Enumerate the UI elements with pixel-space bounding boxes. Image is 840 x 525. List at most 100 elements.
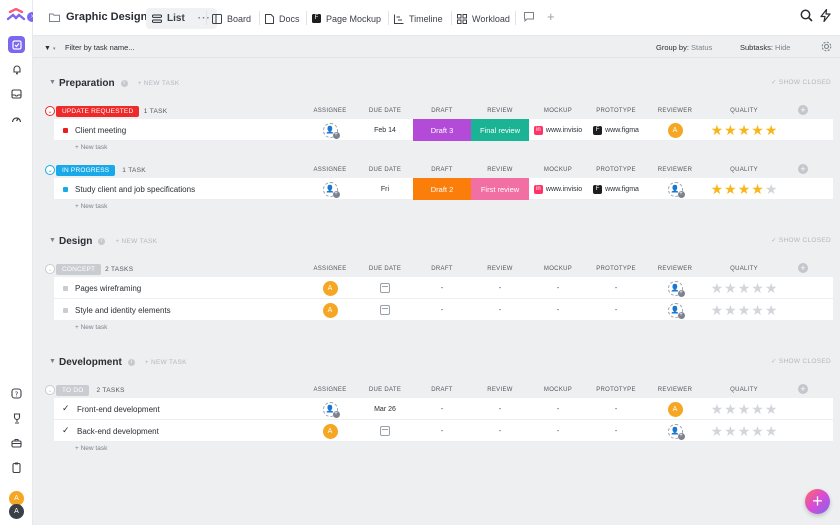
draft-cell[interactable]: Draft 3 bbox=[413, 119, 471, 141]
reviewer-cell[interactable]: 👤 + bbox=[654, 299, 696, 321]
help-icon[interactable]: ? bbox=[8, 385, 25, 402]
info-icon[interactable]: i bbox=[98, 237, 106, 245]
unassigned-user-icon[interactable]: 👤 + bbox=[667, 423, 685, 440]
column-header-review[interactable]: REVIEW bbox=[487, 108, 513, 114]
new-task-button[interactable]: + New task bbox=[75, 324, 108, 331]
quality-cell[interactable]: ★ ★ ★ ★ ★ bbox=[704, 119, 784, 141]
star-icon[interactable]: ★ bbox=[751, 302, 764, 318]
tab-list[interactable]: List ··· bbox=[146, 8, 217, 29]
add-column-icon[interactable]: + bbox=[798, 384, 808, 394]
tab-workload[interactable]: Workload bbox=[451, 8, 516, 29]
column-header-assignee[interactable]: ASSIGNEE bbox=[313, 387, 347, 393]
task-name[interactable]: Front-end development bbox=[77, 405, 160, 414]
assignee-cell[interactable]: A bbox=[309, 299, 351, 321]
quality-cell[interactable]: ★ ★ ★ ★ ★ bbox=[704, 178, 784, 200]
star-icon[interactable]: ★ bbox=[724, 401, 737, 417]
column-header-due-date[interactable]: DUE DATE bbox=[368, 167, 402, 173]
star-icon[interactable]: ★ bbox=[737, 181, 751, 197]
section-title[interactable]: Design bbox=[59, 235, 93, 247]
star-icon[interactable]: ★ bbox=[737, 302, 751, 318]
new-task-button[interactable]: + New task bbox=[75, 144, 108, 151]
star-icon[interactable]: ★ bbox=[710, 423, 724, 439]
subtasks-dropdown[interactable]: Subtasks: Hide bbox=[740, 43, 790, 52]
add-column-icon[interactable]: + bbox=[798, 105, 808, 115]
column-header-review[interactable]: REVIEW bbox=[487, 167, 513, 173]
star-icon[interactable]: ★ bbox=[710, 401, 724, 417]
column-header-quality[interactable]: QUALITY bbox=[730, 108, 758, 114]
collapse-caret-icon[interactable]: ▼ bbox=[49, 237, 56, 244]
assignee-cell[interactable]: 👤 + bbox=[309, 398, 351, 420]
workspace-title[interactable]: Graphic Design bbox=[49, 11, 147, 23]
due-date-cell[interactable]: Fri bbox=[360, 178, 410, 200]
show-closed-button[interactable]: ✓ SHOW CLOSED bbox=[771, 79, 831, 86]
unassigned-user-icon[interactable]: 👤 + bbox=[667, 181, 685, 198]
task-name[interactable]: Back-end development bbox=[77, 427, 159, 436]
status-badge[interactable]: CONCEPT bbox=[56, 264, 102, 275]
column-header-assignee[interactable]: ASSIGNEE bbox=[313, 167, 347, 173]
avatar[interactable]: A bbox=[667, 401, 683, 417]
column-header-due-date[interactable]: DUE DATE bbox=[368, 387, 402, 393]
status-square-icon[interactable] bbox=[63, 308, 68, 313]
star-icon[interactable]: ★ bbox=[751, 280, 764, 296]
info-icon[interactable]: i bbox=[127, 358, 135, 366]
user-avatar[interactable]: A bbox=[9, 491, 24, 506]
column-header-reviewer[interactable]: REVIEWER bbox=[657, 167, 693, 173]
tab-board[interactable]: Board bbox=[206, 8, 257, 29]
star-icon[interactable]: ★ bbox=[710, 181, 724, 197]
star-icon[interactable]: ★ bbox=[751, 401, 764, 417]
tasks-icon[interactable] bbox=[8, 36, 25, 53]
quality-rating[interactable]: ★ ★ ★ ★ ★ bbox=[711, 424, 778, 438]
prototype-cell[interactable]: - bbox=[587, 299, 645, 321]
status-square-icon[interactable] bbox=[63, 128, 68, 133]
star-icon[interactable]: ★ bbox=[710, 280, 724, 296]
unassigned-user-icon[interactable]: 👤 + bbox=[667, 302, 685, 319]
column-header-due-date[interactable]: DUE DATE bbox=[368, 266, 402, 272]
mockup-link[interactable]: in www.invisio bbox=[533, 184, 582, 194]
assignee-cell[interactable]: A bbox=[309, 420, 351, 442]
quality-rating[interactable]: ★ ★ ★ ★ ★ bbox=[711, 123, 778, 137]
new-task-button[interactable]: + New task bbox=[75, 445, 108, 452]
checkmark-icon[interactable]: ✓ bbox=[62, 403, 70, 413]
filter-dropdown[interactable]: ▼ ▾ bbox=[44, 43, 56, 52]
column-header-reviewer[interactable]: REVIEWER bbox=[657, 266, 693, 272]
star-icon[interactable]: ★ bbox=[724, 302, 737, 318]
more-options-icon[interactable]: ··· bbox=[197, 13, 211, 24]
column-header-review[interactable]: REVIEW bbox=[487, 266, 513, 272]
tab-timeline[interactable]: Timeline bbox=[388, 8, 449, 29]
tab-docs[interactable]: Docs bbox=[259, 8, 306, 29]
unassigned-user-icon[interactable]: 👤 + bbox=[322, 122, 340, 139]
lightning-icon[interactable] bbox=[820, 8, 831, 25]
show-closed-button[interactable]: ✓ SHOW CLOSED bbox=[771, 237, 831, 244]
clipboard-icon[interactable] bbox=[8, 459, 25, 476]
column-header-quality[interactable]: QUALITY bbox=[730, 387, 758, 393]
trophy-icon[interactable] bbox=[8, 410, 25, 427]
task-row[interactable]: Client meeting 👤 + Feb 14 Draft 3 Final revie… bbox=[54, 119, 833, 141]
column-header-assignee[interactable]: ASSIGNEE bbox=[313, 266, 347, 272]
task-name[interactable]: Style and identity elements bbox=[75, 306, 171, 315]
star-icon[interactable]: ★ bbox=[751, 122, 764, 138]
column-header-prototype[interactable]: PROTOTYPE bbox=[596, 167, 636, 173]
tab-page-mockup[interactable]: F Page Mockup bbox=[306, 8, 387, 29]
column-header-draft[interactable]: DRAFT bbox=[431, 266, 453, 272]
unassigned-user-icon[interactable]: 👤 + bbox=[667, 280, 685, 297]
collapse-group-icon[interactable]: ⌄ bbox=[45, 106, 55, 116]
status-badge[interactable]: UPDATE REQUESTED bbox=[56, 106, 140, 117]
status-badge[interactable]: TO DO bbox=[56, 385, 90, 396]
star-icon[interactable]: ★ bbox=[724, 280, 737, 296]
quick-create-button[interactable]: + bbox=[805, 489, 830, 514]
avatar[interactable]: A bbox=[322, 302, 338, 318]
quality-rating[interactable]: ★ ★ ★ ★ ★ bbox=[711, 303, 778, 317]
column-header-mockup[interactable]: MOCKUP bbox=[543, 387, 573, 393]
avatar[interactable]: A bbox=[322, 423, 338, 439]
column-header-prototype[interactable]: PROTOTYPE bbox=[596, 266, 636, 272]
collapse-group-icon[interactable]: ⌄ bbox=[45, 165, 55, 175]
star-icon[interactable]: ★ bbox=[724, 181, 737, 197]
due-date-cell[interactable] bbox=[360, 420, 410, 442]
calendar-icon[interactable] bbox=[380, 426, 390, 436]
prototype-cell[interactable]: - bbox=[587, 398, 645, 420]
add-column-icon[interactable]: + bbox=[798, 164, 808, 174]
review-cell[interactable]: - bbox=[471, 277, 529, 299]
